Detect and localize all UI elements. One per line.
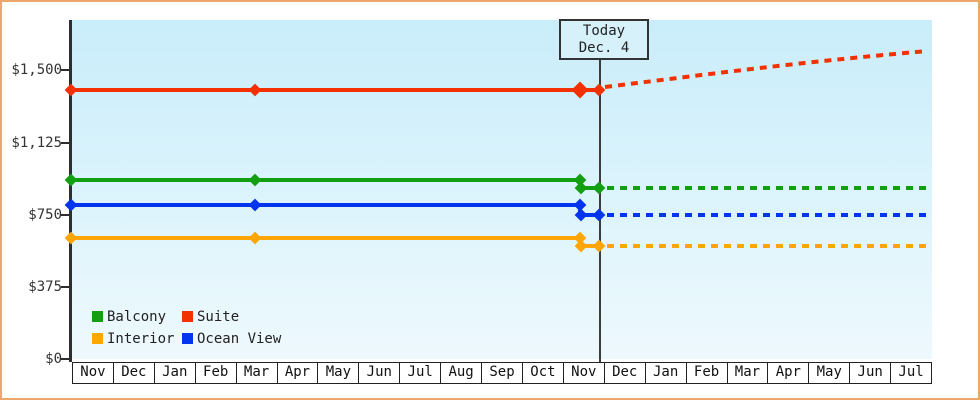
y-axis-label: $375 (28, 279, 62, 295)
x-axis-month: Dec (605, 363, 646, 383)
legend-label-oceanview: Ocean View (197, 331, 282, 347)
x-axis-month: Sep (482, 363, 523, 383)
balcony-forecast-dotted-line (607, 186, 930, 190)
x-axis-month: Mar (237, 363, 278, 383)
x-axis-month: Apr (768, 363, 810, 383)
today-date: Dec. 4 (578, 39, 630, 56)
x-axis-month: Mar (728, 363, 769, 383)
x-axis-month: Feb (687, 363, 728, 383)
x-axis-month: Jun (359, 363, 401, 383)
oceanview-line-solid-2 (578, 213, 601, 217)
y-tick-1500 (61, 69, 70, 71)
interior-line-solid (72, 236, 580, 240)
oceanview-forecast-dotted-line (607, 213, 930, 217)
y-axis-label: $0 (45, 351, 62, 367)
x-axis-month: Aug (441, 363, 483, 383)
y-tick-1125 (61, 142, 70, 144)
x-axis-month: Apr (278, 363, 319, 383)
y-axis-line (69, 20, 72, 362)
legend-label-suite: Suite (197, 309, 240, 325)
x-axis-month: May (318, 363, 360, 383)
x-axis-month: Jan (646, 363, 687, 383)
legend-swatch-suite (182, 311, 193, 322)
y-tick-0 (61, 358, 70, 360)
y-tick-375 (61, 286, 70, 288)
x-axis-month: Jun (850, 363, 892, 383)
balcony-line-solid-2 (578, 186, 601, 190)
today-label: Today (582, 22, 626, 39)
y-axis-label: $750 (28, 207, 62, 223)
interior-forecast-dotted-line (607, 244, 930, 248)
y-axis-label: $1,500 (11, 62, 62, 78)
legend-label-balcony: Balcony (107, 309, 167, 325)
y-tick-750 (61, 214, 70, 216)
suite-line-solid (72, 88, 599, 92)
legend-swatch-balcony (92, 311, 103, 322)
x-axis-month: Oct (523, 363, 564, 383)
legend-label-interior: Interior (107, 331, 175, 347)
x-axis-month: Jul (400, 363, 442, 383)
x-axis-month: Nov (564, 363, 605, 383)
x-axis-month: Feb (196, 363, 237, 383)
oceanview-line-solid (72, 203, 580, 207)
legend-swatch-oceanview (182, 333, 193, 344)
balcony-line-solid (72, 178, 580, 182)
x-axis-month: May (809, 363, 851, 383)
x-axis-month: Jul (898, 364, 924, 380)
interior-line-solid-2 (578, 244, 601, 248)
x-axis-month-strip: Nov Dec Jan Feb Mar Apr May Jun Jul Aug … (72, 362, 932, 384)
today-annotation-box: Today Dec. 4 (559, 19, 649, 60)
legend-swatch-interior (92, 333, 103, 344)
x-axis-month: Jan (155, 363, 196, 383)
y-axis-label: $1,125 (11, 135, 62, 151)
x-axis-month: Nov (73, 363, 114, 383)
x-axis-month: Dec (114, 363, 155, 383)
